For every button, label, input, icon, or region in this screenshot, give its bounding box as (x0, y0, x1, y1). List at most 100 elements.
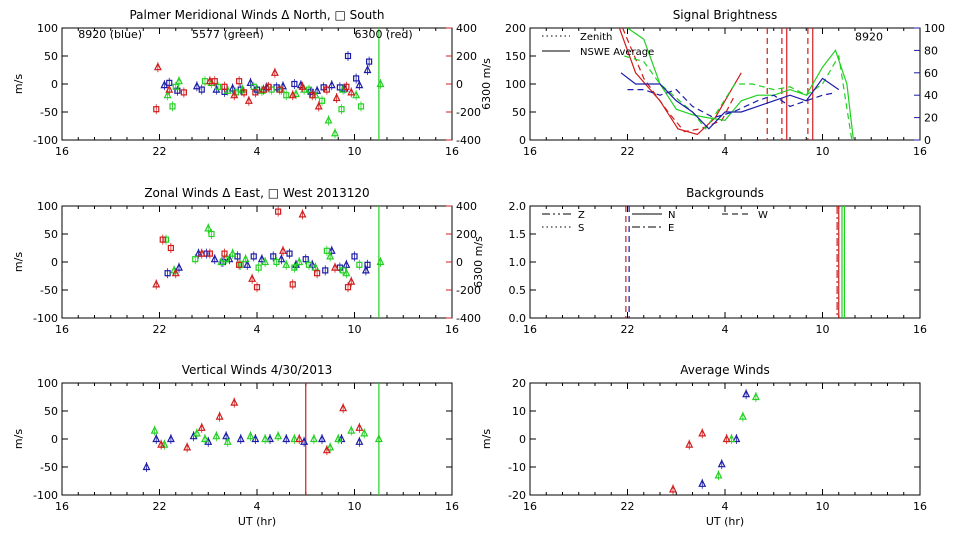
triangle-marker (308, 259, 317, 268)
triangle-marker (309, 434, 318, 443)
triangle-marker (326, 442, 335, 451)
triangle-marker (698, 478, 707, 487)
x-tick-label: 4 (254, 145, 261, 158)
triangle-marker (192, 81, 201, 90)
square-marker (273, 258, 280, 266)
x-tick-label: 4 (722, 145, 729, 158)
triangle-marker (355, 436, 364, 445)
square-marker (214, 83, 222, 90)
square-marker (174, 87, 181, 94)
brightness-plot-frame (529, 27, 921, 141)
square-marker (236, 261, 243, 268)
triangle-marker (171, 268, 180, 277)
square-marker (351, 253, 358, 260)
triangle-marker (222, 431, 231, 440)
x-tick-label: 22 (153, 145, 167, 158)
y-tick-label: -50 (40, 284, 58, 297)
y-tick-label: 200 (505, 22, 526, 35)
square-marker (291, 264, 298, 271)
y-tick-label: 0 (519, 134, 526, 147)
triangle-marker (223, 85, 232, 94)
y-tick-label: 150 (505, 50, 526, 63)
triangle-marker (742, 389, 751, 398)
triangle-marker (215, 411, 224, 420)
y-tick-label: 100 (37, 22, 58, 35)
triangle-marker (228, 248, 237, 257)
y-right-tick-label: -200 (456, 284, 481, 297)
triangle-marker (322, 445, 331, 454)
y-right-axis-label: 6300 m/s (472, 236, 485, 288)
triangle-marker (332, 93, 341, 102)
triangle-marker (355, 80, 364, 89)
triangle-marker (157, 439, 166, 448)
square-marker (283, 92, 290, 99)
triangle-marker (347, 87, 356, 96)
triangle-marker (363, 65, 372, 74)
series-line-8920-zenith (627, 88, 835, 119)
square-marker (357, 103, 365, 110)
triangle-marker (153, 62, 162, 71)
x-tick-label: 4 (722, 500, 729, 513)
triangle-marker (324, 115, 333, 124)
square-marker (305, 261, 313, 268)
square-marker (323, 247, 330, 254)
y-tick-label: 0 (51, 433, 58, 446)
y-tick-label: 50 (44, 228, 58, 241)
triangle-marker (241, 254, 250, 263)
square-marker (255, 264, 262, 271)
triangle-marker (318, 434, 326, 443)
triangle-marker (166, 434, 175, 443)
x-tick-label: 22 (621, 323, 635, 336)
square-marker (286, 250, 293, 257)
square-marker (252, 89, 259, 96)
square-marker (340, 267, 347, 274)
triangle-marker (230, 397, 239, 406)
vertical-title: Vertical Winds 4/30/2013 (182, 363, 333, 377)
y-right-tick-label: 80 (924, 44, 938, 57)
triangle-marker (361, 265, 370, 274)
square-marker (192, 256, 199, 263)
triangle-marker (175, 76, 183, 85)
square-marker (162, 236, 170, 243)
average-data-area (669, 389, 760, 495)
triangle-marker (290, 434, 299, 443)
triangle-marker (717, 459, 726, 468)
y-tick-label: 0.5 (509, 284, 527, 297)
triangle-marker (228, 83, 237, 92)
y-right-tick-label: 0 (456, 78, 463, 91)
triangle-marker (374, 434, 383, 443)
y-right-tick-label: 200 (456, 228, 477, 241)
y-right-tick-label: -200 (456, 106, 481, 119)
triangle-marker (685, 439, 694, 448)
triangle-marker (277, 254, 286, 263)
x-tick-label: 10 (348, 323, 362, 336)
square-marker (153, 106, 160, 113)
triangle-marker (751, 392, 760, 401)
x-tick-label: 16 (913, 323, 927, 336)
x-tick-label: 10 (816, 323, 830, 336)
square-marker (364, 261, 371, 268)
triangle-marker (326, 251, 335, 260)
y-right-tick-label: 100 (924, 22, 945, 35)
triangle-marker (217, 257, 226, 266)
x-tick-label: 22 (153, 500, 167, 513)
triangle-marker (165, 84, 174, 93)
square-marker (172, 83, 179, 90)
y-tick-label: 0 (51, 78, 58, 91)
triangle-marker (282, 259, 291, 268)
square-marker (323, 86, 330, 93)
triangle-marker (210, 254, 219, 263)
square-marker (167, 244, 174, 252)
backgrounds-title: Backgrounds (686, 186, 764, 200)
y-right-tick-label: 0 (924, 134, 931, 147)
triangle-marker (282, 434, 291, 443)
triangle-marker (201, 434, 209, 443)
triangle-marker (175, 262, 183, 271)
triangle-marker (295, 257, 304, 266)
x-axis-label: UT (hr) (238, 515, 276, 528)
triangle-marker (311, 262, 320, 271)
x-tick-label: 16 (55, 145, 69, 158)
triangle-marker (212, 431, 221, 440)
square-marker (275, 208, 282, 215)
y-axis-label: m/s (12, 74, 25, 94)
